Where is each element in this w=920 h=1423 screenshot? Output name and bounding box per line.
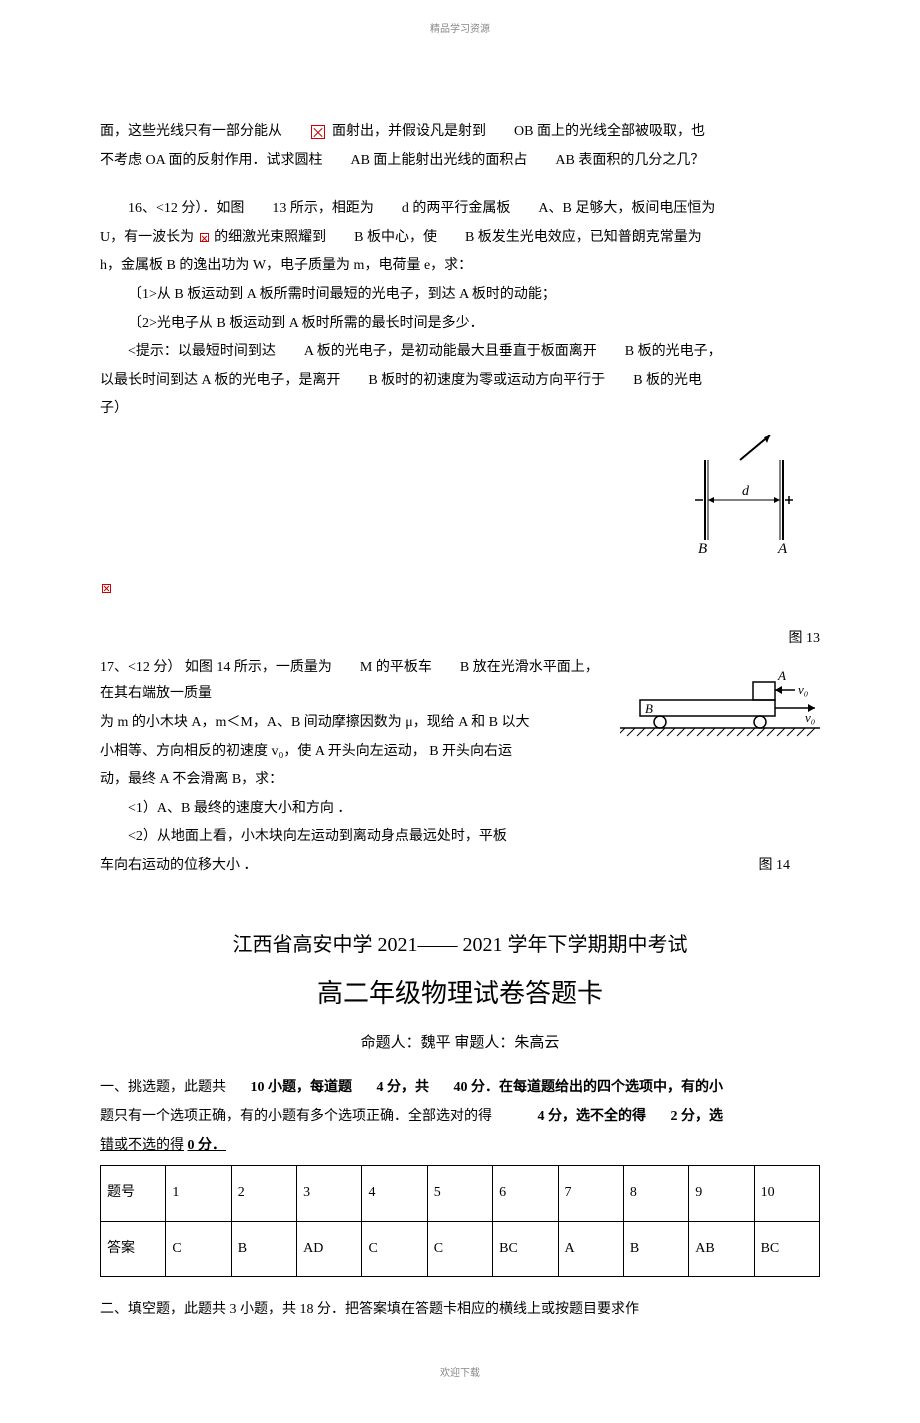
table-cell: 5 — [427, 1166, 492, 1222]
q16-line3: h，金属板 B 的逸出功为 W，电子质量为 m，电荷量 e，求： — [100, 253, 820, 280]
text: 面射出，并假设凡是射到 — [332, 124, 486, 139]
q17-line4: 动，最终 A 不会滑离 B，求： — [100, 767, 820, 794]
text: 4 分，共 — [377, 1080, 430, 1095]
text: 4 分，选不全的得 — [538, 1109, 647, 1124]
text: B 板的光电 — [633, 373, 702, 388]
q16-line2: U，有一波长为 的细激光束照耀到 B 板中心，使 B 板发生光电效应，已知普朗克… — [100, 225, 820, 252]
table-cell: A — [558, 1221, 623, 1277]
q17-sub1: <1）A、B 最终的速度大小和方向 ． — [100, 796, 820, 823]
q16-hint3: 子） — [100, 396, 820, 423]
text: AB 面上能射出光线的面积占 — [350, 153, 527, 168]
text: 10 小题，每道题 — [251, 1080, 353, 1095]
figure-13-label: 图 13 — [100, 626, 820, 653]
text: U，有一波长为 — [100, 230, 194, 245]
svg-text:B: B — [698, 541, 707, 555]
text: 题只有一个选项正确，有的小题有多个选项正确．全部选对的得 — [100, 1109, 492, 1124]
table-cell: B — [231, 1221, 296, 1277]
text: 2 分，选 — [671, 1109, 724, 1124]
q17-sub2: <2）从地面上看，小木块向左运动到离动身点最远处时，平板 — [100, 824, 820, 851]
answer-table: 题号 1 2 3 4 5 6 7 8 9 10 答案 C B AD C C BC… — [100, 1165, 820, 1277]
section1-desc3: 错或不选的得 0 分． — [100, 1133, 820, 1160]
text: 错或不选的得 — [100, 1138, 184, 1153]
text: A 板的光电子，是初动能最大且垂直于板面离开 — [304, 344, 597, 359]
q16-hint1: <提示：以最短时间到达 A 板的光电子，是初动能最大且垂直于板面离开 B 板的光… — [100, 339, 820, 366]
table-row: 题号 1 2 3 4 5 6 7 8 9 10 — [101, 1166, 820, 1222]
table-cell: 7 — [558, 1166, 623, 1222]
table-cell: C — [427, 1221, 492, 1277]
table-cell: 2 — [231, 1166, 296, 1222]
text: B 板的光电子， — [625, 344, 722, 359]
exam-title-sub: 高二年级物理试卷答题卡 — [100, 969, 820, 1018]
table-cell: 10 — [754, 1166, 819, 1222]
table-cell: 6 — [493, 1166, 558, 1222]
table-cell: 9 — [689, 1166, 754, 1222]
section1-desc: 一、挑选题，此题共 10 小题，每道题 4 分，共 40 分．在每道题给出的四个… — [100, 1075, 820, 1102]
text: 17、<12 分） 如图 14 所示，一质量为 — [100, 660, 332, 675]
table-cell: AD — [297, 1221, 362, 1277]
text: 13 所示，相距为 — [272, 201, 374, 216]
text: 以最长时间到达 A 板的光电子，是离开 — [100, 373, 340, 388]
text: B 板中心，使 — [354, 230, 437, 245]
text: B 板时的初速度为零或运动方向平行于 — [368, 373, 605, 388]
q16-line1: 16、<12 分）．如图 13 所示，相距为 d 的两平行金属板 A、B 足够大… — [100, 196, 820, 223]
table-cell: C — [362, 1221, 427, 1277]
text: OB 面上的光线全部被吸取，也 — [514, 124, 705, 139]
figure-13-container: d B A — [670, 435, 820, 566]
text: M 的平板车 — [360, 660, 432, 675]
figure-13-svg: d B A — [670, 435, 820, 555]
svg-text:v₀: v₀ — [805, 710, 815, 725]
svg-text:v₀: v₀ — [798, 682, 808, 697]
figure-14-label: 图 14 — [759, 853, 791, 880]
text: 一、挑选题，此题共 — [100, 1080, 226, 1095]
table-row: 答案 C B AD C C BC A B AB BC — [101, 1221, 820, 1277]
table-cell: 题号 — [101, 1166, 166, 1222]
q17-line5: 车向右运动的位移大小 ． — [100, 853, 258, 880]
text: 面，这些光线只有一部分能从 — [100, 124, 282, 139]
text: 的细激光束照耀到 — [214, 230, 326, 245]
svg-text:A: A — [777, 541, 788, 555]
q16-hint2: 以最长时间到达 A 板的光电子，是离开 B 板时的初速度为零或运动方向平行于 B… — [100, 368, 820, 395]
table-cell: 4 — [362, 1166, 427, 1222]
table-cell: AB — [689, 1221, 754, 1277]
text: 40 分．在每道题给出的四个选项中，有的小 — [454, 1080, 724, 1095]
q16-sub2: 〔2>光电子从 B 板运动到 A 板时所需的最长时间是多少． — [100, 311, 820, 338]
table-cell: 8 — [623, 1166, 688, 1222]
svg-text:A: A — [777, 668, 786, 683]
svg-text:B: B — [645, 701, 653, 716]
text: 不考虑 OA 面的反射作用．试求圆柱 — [100, 153, 322, 168]
text: A、B 足够大，板间电压恒为 — [538, 201, 715, 216]
exam-title-main: 江西省高安中学 2021—— 2021 学年下学期期中考试 — [100, 926, 820, 964]
q16-sub1: 〔1>从 B 板运动到 A 板所需时间最短的光电子，到达 A 板时的动能； — [100, 282, 820, 309]
missing-image-icon — [311, 125, 325, 139]
text: AB 表面积的几分之几？ — [555, 153, 704, 168]
figure-14-svg: A B v₀ v₀ — [620, 660, 820, 750]
footer-watermark: 欢迎下载 — [100, 1364, 820, 1383]
table-cell: 1 — [166, 1166, 231, 1222]
missing-image-icon — [200, 233, 209, 242]
paragraph-continued-2: 不考虑 OA 面的反射作用．试求圆柱 AB 面上能射出光线的面积占 AB 表面积… — [100, 148, 820, 175]
table-cell: B — [623, 1221, 688, 1277]
table-cell: BC — [754, 1221, 819, 1277]
figure-14-container: A B v₀ v₀ — [620, 660, 820, 761]
table-cell: 答案 — [101, 1221, 166, 1277]
table-cell: BC — [493, 1221, 558, 1277]
header-watermark: 精品学习资源 — [100, 20, 820, 39]
svg-text:d: d — [742, 484, 750, 499]
text: d 的两平行金属板 — [402, 201, 511, 216]
text: B 板发生光电效应，已知普朗克常量为 — [465, 230, 702, 245]
missing-image-icon — [102, 584, 111, 593]
text: 0 分． — [188, 1138, 227, 1153]
section1-desc2: 题只有一个选项正确，有的小题有多个选项正确．全部选对的得 4 分，选不全的得 2… — [100, 1104, 820, 1131]
text: <提示：以最短时间到达 — [128, 344, 276, 359]
exam-authors: 命题人：魏平 审题人：朱高云 — [100, 1029, 820, 1058]
table-cell: 3 — [297, 1166, 362, 1222]
broken-icon-line — [100, 576, 820, 603]
section2-desc: 二、填空题，此题共 3 小题，共 18 分．把答案填在答题卡相应的横线上或按题目… — [100, 1297, 820, 1324]
text: 16、<12 分）．如图 — [128, 201, 244, 216]
paragraph-continued: 面，这些光线只有一部分能从 面射出，并假设凡是射到 OB 面上的光线全部被吸取，… — [100, 119, 820, 146]
table-cell: C — [166, 1221, 231, 1277]
